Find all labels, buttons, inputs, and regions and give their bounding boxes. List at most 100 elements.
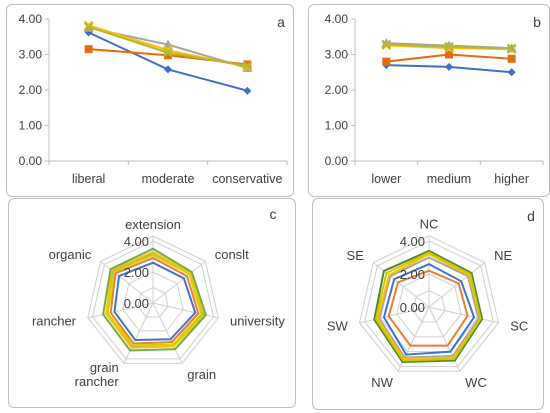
data-point	[242, 61, 253, 71]
grid-ring	[364, 240, 494, 367]
category-label-line: rancher	[75, 374, 120, 389]
y-tick-label: 0.00	[325, 154, 349, 168]
category-label: grain rancher	[75, 360, 120, 389]
spoke-line	[100, 260, 154, 304]
y-tick-label: 0.00	[19, 154, 43, 168]
radar-chart-d: 0.00 2.00 4.00 NC NE SC WC NW SW SE d	[327, 208, 535, 390]
category-label-line: university	[230, 314, 285, 329]
data-point	[382, 57, 391, 66]
radial-tick-label: 0.00	[124, 296, 149, 311]
y-tick-label: 4.00	[19, 12, 43, 26]
category-label-line: grain	[187, 367, 216, 382]
category-label-line: NW	[371, 375, 393, 390]
data-point	[84, 45, 93, 54]
spoke-line	[123, 302, 154, 364]
y-tick-label: 1.00	[19, 119, 43, 133]
series-line	[376, 253, 482, 361]
radar-chart-c: 0.00 2.00 4.00 extension conslt university gra…	[32, 206, 285, 389]
chart-panel-c: 0.00 2.00 4.00 extension conslt university gra…	[8, 198, 296, 408]
y-tick-label: 3.00	[325, 48, 349, 62]
category-label-line: SW	[327, 319, 349, 334]
data-point	[83, 22, 94, 32]
line-chart-b: 0.00 1.00 2.00 3.00 4.00 lower medium higher b	[325, 12, 544, 186]
series-line	[113, 261, 197, 342]
category-label-line: organic	[49, 247, 92, 262]
category-label-line: conslt	[215, 247, 249, 262]
series-line	[387, 269, 469, 347]
line-chart-a: 0.00 1.00 2.00 3.00 4.00 liberal moderate conse…	[19, 12, 288, 186]
data-point	[506, 43, 517, 54]
data-point	[507, 54, 516, 63]
grid-ring	[396, 273, 462, 338]
panel-label: c	[270, 206, 277, 222]
category-label: university	[230, 314, 285, 329]
x-tick-label: moderate	[142, 172, 195, 186]
radial-tick-label: 2.00	[124, 265, 149, 280]
series-line	[374, 251, 482, 362]
category-label: organic	[49, 247, 92, 262]
radial-tick-label: 0.00	[400, 300, 425, 315]
category-label: SC	[510, 319, 528, 334]
category-label: conslt	[215, 247, 249, 262]
chart-panel-a: 0.00 1.00 2.00 3.00 4.00 liberal moderate conse…	[6, 4, 294, 197]
radial-tick-label: 2.00	[400, 267, 425, 282]
grid-ring	[412, 289, 446, 323]
series-line	[105, 250, 206, 349]
y-tick-label: 2.00	[325, 83, 349, 97]
category-label: NC	[420, 217, 439, 232]
data-point	[507, 68, 516, 77]
data-point	[164, 51, 172, 60]
y-tick-label: 4.00	[325, 12, 349, 26]
category-label-line: SC	[510, 319, 528, 334]
data-point	[243, 86, 252, 95]
category-label: extension	[125, 217, 181, 232]
spoke-line	[152, 260, 206, 304]
chart-panel-d: 0.00 2.00 4.00 NC NE SC WC NW SW SE d	[312, 198, 544, 410]
series-line	[109, 256, 200, 345]
category-label: WC	[465, 375, 487, 390]
category-label: NW	[371, 375, 393, 390]
y-tick-label: 1.00	[325, 119, 349, 133]
grid-ring	[92, 240, 214, 360]
x-tick-label: lower	[371, 172, 401, 186]
category-label-line: grain	[90, 360, 119, 375]
data-point	[445, 62, 453, 71]
data-point	[381, 39, 392, 50]
spoke-line	[372, 262, 430, 308]
radial-tick-label: 4.00	[400, 234, 425, 249]
spoke-line	[359, 306, 430, 324]
y-tick-label: 2.00	[19, 83, 43, 97]
spoke-line	[428, 306, 499, 324]
series-line	[378, 256, 480, 359]
x-tick-label: conservative	[212, 172, 282, 186]
spoke-line	[87, 302, 154, 319]
grid-ring	[137, 286, 169, 318]
grid-ring	[358, 235, 500, 372]
x-tick-label: higher	[494, 172, 529, 186]
category-label: rancher	[32, 314, 77, 329]
series-line	[382, 262, 476, 356]
category-label-line: SE	[347, 248, 365, 263]
y-tick-label: 3.00	[19, 48, 43, 62]
panel-label: b	[533, 14, 541, 30]
series-line	[373, 249, 484, 364]
data-point	[163, 47, 173, 58]
x-tick-label: liberal	[72, 172, 105, 186]
category-label-line: extension	[125, 217, 181, 232]
series-line	[102, 247, 208, 352]
category-label: SW	[327, 319, 349, 334]
chart-panel-b: 0.00 1.00 2.00 3.00 4.00 lower medium higher b	[308, 4, 550, 197]
category-label-line: NC	[420, 217, 439, 232]
x-tick-label: medium	[427, 172, 471, 186]
panel-label: a	[277, 14, 285, 30]
series-line	[106, 253, 203, 346]
radial-tick-label: 4.00	[124, 234, 149, 249]
grid-ring	[122, 271, 184, 332]
category-label: NE	[494, 248, 512, 263]
spoke-line	[152, 302, 219, 319]
spoke-line	[428, 262, 486, 308]
panel-label: d	[527, 208, 535, 224]
grid-ring	[87, 235, 219, 364]
category-label-line: rancher	[32, 314, 77, 329]
category-label-line: WC	[465, 375, 487, 390]
